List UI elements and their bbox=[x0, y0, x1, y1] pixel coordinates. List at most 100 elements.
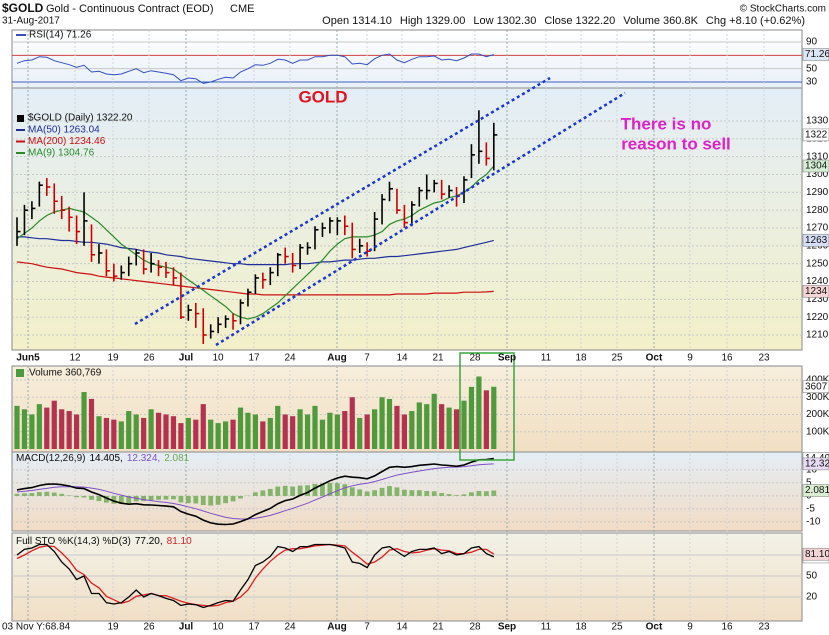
volume-bar bbox=[237, 407, 244, 449]
macd-histogram-bar bbox=[178, 495, 184, 503]
macd-histogram-bar bbox=[402, 489, 407, 496]
volume-bar bbox=[66, 411, 72, 449]
y-tick-label: 1310 bbox=[806, 151, 829, 162]
x-tick-label: Aug bbox=[327, 622, 346, 633]
x-tick-label: Jul bbox=[179, 353, 194, 364]
macd-histogram-bar bbox=[111, 495, 117, 504]
value-flag-label: 1322 bbox=[805, 130, 828, 141]
volume-bar bbox=[103, 417, 109, 449]
sto-k-line bbox=[16, 543, 495, 609]
x-tick-label: 26 bbox=[143, 353, 155, 364]
volume-bar bbox=[118, 421, 124, 449]
moving-average bbox=[16, 261, 494, 296]
x-tick-label: 16 bbox=[721, 622, 733, 633]
volume-bar bbox=[349, 397, 355, 449]
y-tick-label: 1330 bbox=[806, 116, 829, 127]
x-tick-label: 25 bbox=[611, 353, 623, 364]
macd-histogram-bar bbox=[185, 495, 191, 504]
y-tick-label: 1250 bbox=[806, 258, 829, 269]
macd-histogram-bar bbox=[267, 488, 273, 496]
x-tick-label: 19 bbox=[107, 353, 119, 364]
volume-bar bbox=[483, 390, 489, 449]
y-tick-label: 1290 bbox=[806, 187, 829, 198]
macd-histogram-bar bbox=[141, 495, 147, 502]
value-flag bbox=[802, 159, 829, 173]
exchange: CME bbox=[230, 3, 254, 15]
quote-item: Open 1314.10 bbox=[322, 15, 392, 27]
symbol: $GOLD bbox=[2, 1, 44, 15]
sto-d-line bbox=[16, 543, 495, 607]
panel-title-part: 2.081 bbox=[164, 453, 189, 464]
y-tick-label: 1240 bbox=[806, 276, 829, 287]
x-tick-label: Oct bbox=[646, 622, 663, 633]
macd-panel bbox=[11, 451, 803, 532]
y-tick-label: 1210 bbox=[806, 330, 829, 341]
quote-item: Chg +8.10 (+0.62%) bbox=[706, 15, 805, 27]
panel-title-part: Full STO %K(14,3) %D(3) bbox=[16, 536, 131, 547]
macd-histogram-bar bbox=[334, 483, 340, 496]
value-flag-label: 2.081 bbox=[805, 485, 829, 496]
macd-histogram-bar bbox=[171, 495, 176, 500]
x-tick-label: 7 bbox=[364, 622, 370, 633]
volume-bar bbox=[21, 409, 28, 449]
macd-histogram-bar bbox=[89, 495, 94, 500]
x-tick-label: 26 bbox=[143, 622, 155, 633]
volume-bar bbox=[334, 414, 340, 449]
legend-entry: MA(9) 1304.76 bbox=[28, 148, 95, 159]
value-flag-label: 1234 bbox=[805, 286, 828, 297]
volume-bar bbox=[446, 407, 452, 449]
volume-bar bbox=[111, 419, 117, 449]
macd-histogram-bar bbox=[297, 485, 303, 496]
x-tick-label: 17 bbox=[248, 622, 260, 633]
panel-title: MACD(12,26,9) 14.405, 12.324, 2.081 bbox=[16, 453, 190, 464]
volume-bar bbox=[148, 409, 154, 449]
macd-histogram-bar bbox=[461, 494, 467, 496]
macd-histogram-bar bbox=[282, 485, 288, 496]
volume-bar bbox=[364, 414, 370, 449]
macd-histogram-bar bbox=[290, 486, 296, 496]
volume-bar bbox=[252, 414, 258, 449]
x-tick-label: Sep bbox=[498, 622, 516, 633]
lower-channel-line bbox=[215, 91, 626, 347]
x-tick-label: 23 bbox=[758, 622, 770, 633]
macd-histogram-bar bbox=[59, 493, 65, 496]
x-tick-label: 24 bbox=[284, 622, 296, 633]
macd-histogram-bar bbox=[223, 495, 228, 504]
legend-entry: $GOLD (Daily) 1322.20 bbox=[28, 113, 133, 124]
value-flag bbox=[802, 457, 829, 471]
volume-bar bbox=[386, 398, 393, 449]
volume-bar bbox=[267, 417, 273, 449]
value-flag bbox=[802, 234, 829, 247]
panel-title: Volume 360,769 bbox=[29, 368, 102, 379]
macd-histogram-bar bbox=[431, 491, 437, 496]
macd-histogram-bar bbox=[342, 484, 348, 496]
volume-bar bbox=[357, 417, 363, 449]
y-tick-label: 20 bbox=[806, 592, 818, 603]
volume-bar bbox=[491, 386, 497, 449]
x-tick-label: 12 bbox=[69, 353, 81, 364]
macd-histogram-bar bbox=[74, 495, 79, 498]
volume-bar bbox=[319, 419, 326, 449]
volume-bar bbox=[260, 421, 266, 449]
panel-title-part: 14.405, bbox=[89, 453, 122, 464]
legend-entry: MA(200) 1234.46 bbox=[28, 136, 106, 147]
volume-bar bbox=[290, 416, 296, 449]
y-tick-label: 1270 bbox=[806, 223, 829, 234]
volume-bar bbox=[185, 417, 191, 449]
macd-histogram-bar bbox=[349, 487, 355, 496]
macd-histogram-bar bbox=[126, 495, 132, 504]
volume-bar bbox=[200, 404, 206, 449]
x-tick-label: Sep bbox=[498, 353, 516, 364]
x-tick-label: 10 bbox=[212, 353, 224, 364]
volume-bar bbox=[88, 398, 95, 449]
macd-histogram-bar bbox=[200, 495, 206, 506]
volume-bar bbox=[178, 423, 184, 449]
y-tick-label: 50 bbox=[806, 571, 818, 582]
volume-bar bbox=[439, 404, 445, 449]
volume-bar bbox=[461, 400, 467, 449]
macd-histogram-bar bbox=[275, 486, 281, 496]
macd-histogram-bar bbox=[104, 495, 109, 503]
macd-histogram-bar bbox=[260, 490, 266, 496]
volume-bar bbox=[44, 407, 50, 449]
x-tick-label: 28 bbox=[469, 353, 481, 364]
